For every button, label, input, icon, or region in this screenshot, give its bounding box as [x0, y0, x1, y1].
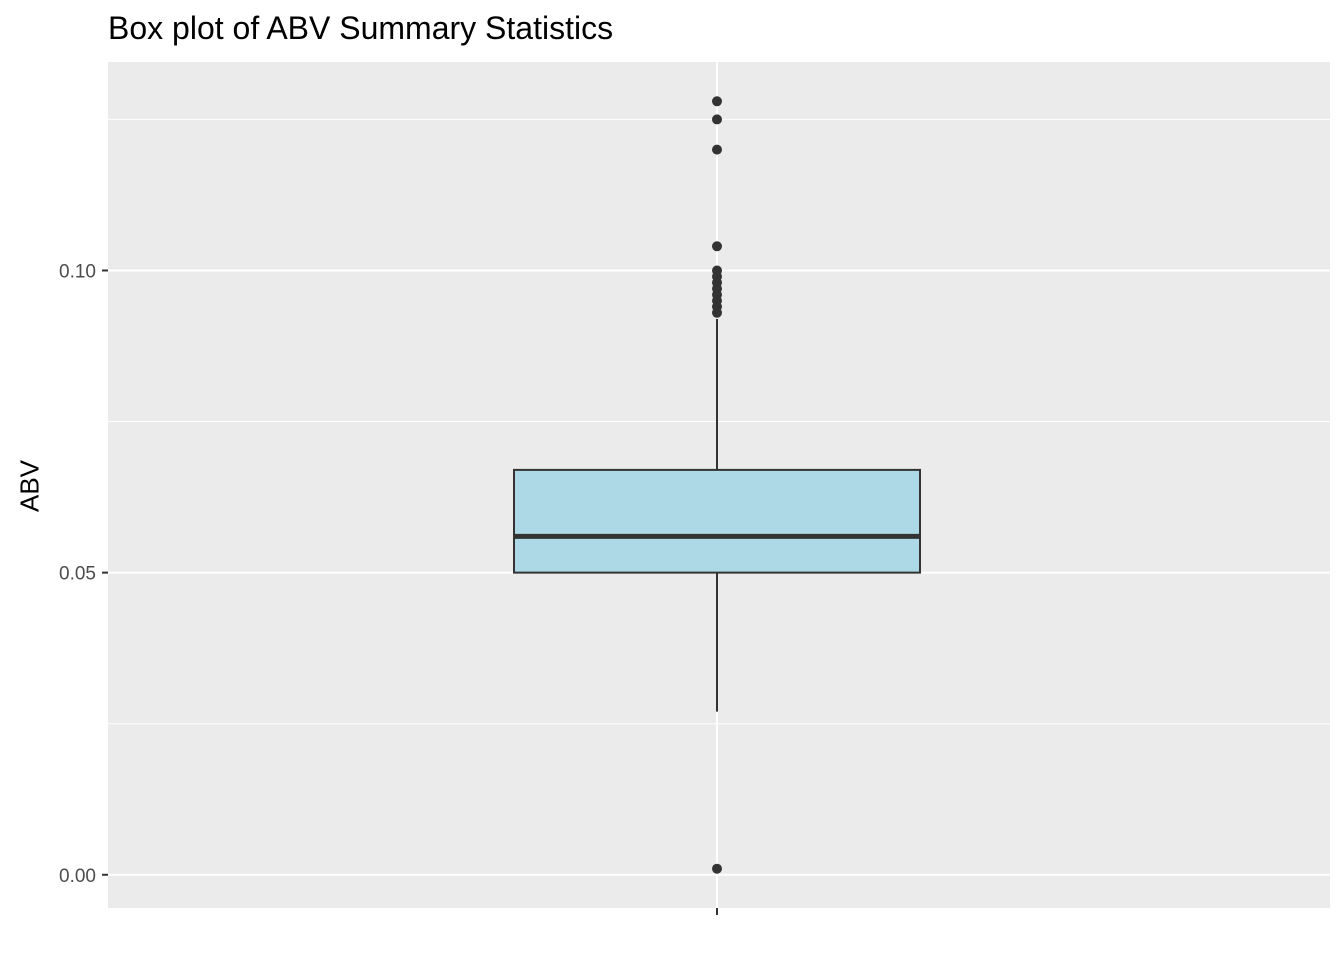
y-tick-label: 0.05 — [59, 564, 96, 585]
chart-title: Box plot of ABV Summary Statistics — [108, 10, 614, 46]
iqr-box — [513, 468, 921, 574]
outlier-point — [712, 114, 722, 125]
outlier-point — [712, 144, 722, 155]
outlier-point — [712, 241, 722, 252]
y-tick-label: 0.10 — [59, 261, 96, 282]
outlier-point — [712, 863, 722, 874]
y-tick-label: 0.00 — [59, 866, 96, 887]
outlier-point — [712, 96, 722, 107]
outlier-point — [712, 265, 722, 276]
